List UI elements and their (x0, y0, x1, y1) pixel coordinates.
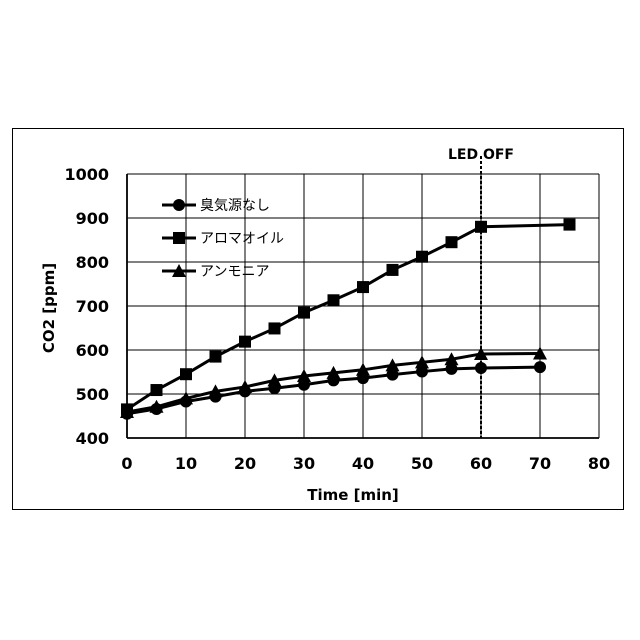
legend-marker (173, 199, 185, 211)
legend: 臭気源なしアロマオイルアンモニア (162, 198, 284, 280)
data-point (239, 336, 251, 348)
x-axis-title: Time [min] (307, 486, 399, 504)
legend-marker (173, 232, 185, 244)
series-layer (120, 219, 576, 420)
legend-label: アロマオイル (200, 231, 284, 247)
legend-label: アンモニア (200, 264, 269, 280)
y-tick-label: 700 (76, 297, 109, 316)
y-tick-labels: 400 500 600 700 800 900 1000 (64, 165, 109, 448)
y-tick-label: 400 (76, 429, 109, 448)
series-line (127, 225, 570, 410)
data-point (180, 368, 192, 380)
y-tick-label: 600 (76, 341, 109, 360)
legend-label: 臭気源なし (200, 198, 270, 214)
y-axis-title: CO2 [ppm] (40, 263, 58, 353)
x-tick-label: 30 (293, 454, 315, 473)
data-point (416, 251, 428, 263)
x-tick-labels: 0 10 20 30 40 50 60 70 80 (121, 454, 610, 473)
x-tick-label: 0 (121, 454, 132, 473)
data-point (446, 236, 458, 248)
data-point (387, 264, 399, 276)
led-off-label: LED OFF (448, 147, 514, 163)
y-tick-label: 900 (76, 209, 109, 228)
y-tick-label: 800 (76, 253, 109, 272)
x-tick-label: 20 (234, 454, 256, 473)
data-point (475, 362, 487, 374)
x-tick-label: 10 (175, 454, 197, 473)
data-point (534, 361, 546, 373)
y-tick-label: 500 (76, 385, 109, 404)
data-point (357, 281, 369, 293)
data-point (564, 219, 576, 231)
series-square (121, 219, 576, 416)
x-tick-label: 60 (470, 454, 492, 473)
x-tick-label: 50 (411, 454, 433, 473)
data-point (298, 307, 310, 319)
x-tick-label: 40 (352, 454, 374, 473)
x-tick-label: 80 (588, 454, 610, 473)
y-tick-label: 1000 (64, 165, 109, 184)
data-point (151, 384, 163, 396)
x-tick-label: 70 (529, 454, 551, 473)
data-point (328, 294, 340, 306)
data-point (210, 351, 222, 363)
data-point (475, 221, 487, 233)
data-point (269, 322, 281, 334)
